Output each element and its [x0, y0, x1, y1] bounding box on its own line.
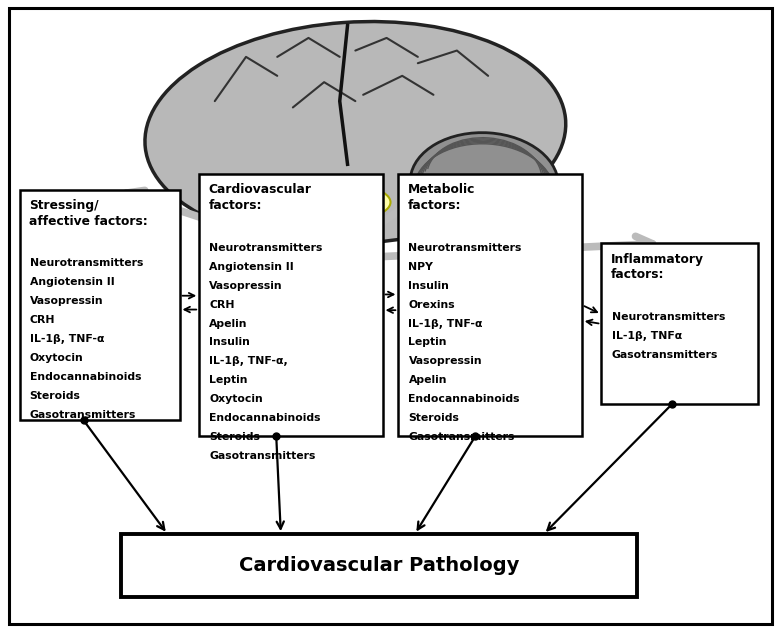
Text: Angiotensin II: Angiotensin II [30, 277, 115, 288]
Text: Apelin: Apelin [209, 319, 248, 329]
Text: Steroids: Steroids [30, 391, 80, 401]
Text: Stressing/
affective factors:: Stressing/ affective factors: [29, 199, 148, 228]
Bar [121, 534, 637, 597]
Text: Orexins: Orexins [408, 300, 455, 310]
Text: Inflammatory
factors:: Inflammatory factors: [611, 253, 704, 281]
Text: Hypoth: Hypoth [312, 196, 367, 209]
Text: Gasotransmitters: Gasotransmitters [209, 451, 316, 461]
Bar [20, 190, 180, 420]
Text: IL-1β, TNF-α: IL-1β, TNF-α [30, 334, 104, 344]
Text: Vasopressin: Vasopressin [408, 356, 482, 367]
Text: Leptin: Leptin [209, 375, 248, 386]
Text: Endocannabinoids: Endocannabinoids [408, 394, 520, 404]
Text: Vasopressin: Vasopressin [209, 281, 283, 291]
Text: Oxytocin: Oxytocin [30, 353, 84, 363]
Text: IL-1β, TNF-α: IL-1β, TNF-α [408, 319, 483, 329]
Text: Neurotransmitters: Neurotransmitters [30, 258, 143, 269]
Text: Gasotransmitters: Gasotransmitters [612, 350, 718, 360]
Text: NPY: NPY [408, 262, 433, 272]
Text: Oxytocin: Oxytocin [209, 394, 263, 404]
Bar [601, 243, 758, 404]
Text: Metabolic
factors:: Metabolic factors: [408, 183, 475, 212]
Text: Steroids: Steroids [209, 432, 260, 442]
Text: Cardiovascular Pathology: Cardiovascular Pathology [239, 556, 519, 575]
Bar [398, 174, 582, 436]
Text: CRH: CRH [30, 315, 55, 325]
Text: Gasotransmitters: Gasotransmitters [30, 410, 136, 420]
Text: Neurotransmitters: Neurotransmitters [209, 243, 323, 253]
Text: IL-1β, TNFα: IL-1β, TNFα [612, 331, 682, 341]
Text: Angiotensin II: Angiotensin II [209, 262, 294, 272]
Text: Hyp: Hyp [314, 253, 342, 265]
Text: Leptin: Leptin [408, 337, 447, 348]
Text: Endocannabinoids: Endocannabinoids [209, 413, 321, 423]
Text: Steroids: Steroids [408, 413, 459, 423]
Text: Vasopressin: Vasopressin [30, 296, 103, 307]
Bar [199, 174, 383, 436]
Text: Neurotransmitters: Neurotransmitters [408, 243, 522, 253]
Ellipse shape [145, 21, 565, 244]
Text: IL-1β, TNF-α,: IL-1β, TNF-α, [209, 356, 288, 367]
Text: Apelin: Apelin [408, 375, 447, 386]
Text: CRH: CRH [209, 300, 235, 310]
Ellipse shape [289, 183, 390, 221]
Text: Insulin: Insulin [209, 337, 250, 348]
Text: Cardiovascular
factors:: Cardiovascular factors: [209, 183, 312, 212]
Ellipse shape [297, 244, 359, 274]
FancyBboxPatch shape [336, 213, 364, 252]
Text: Gasotransmitters: Gasotransmitters [408, 432, 515, 442]
Text: Endocannabinoids: Endocannabinoids [30, 372, 141, 382]
Ellipse shape [410, 133, 558, 234]
Text: Insulin: Insulin [408, 281, 449, 291]
Text: Neurotransmitters: Neurotransmitters [612, 312, 725, 322]
